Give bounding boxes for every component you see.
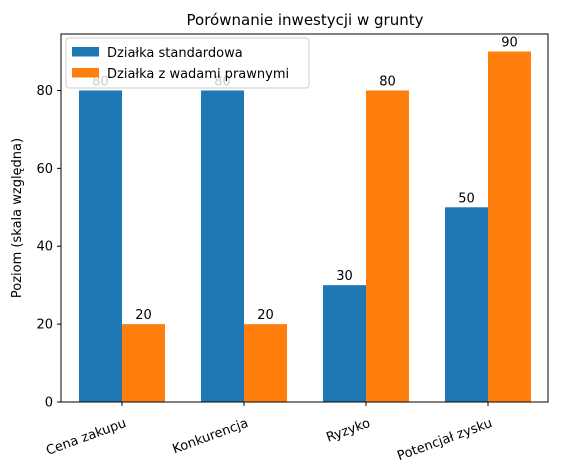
legend-label-1: Działka standardowa [107, 46, 243, 61]
bar-series-2-1 [244, 324, 287, 402]
plot-frame [60, 33, 549, 403]
y-tick-label: 0 [45, 396, 53, 411]
bar-series-1-3 [445, 207, 488, 402]
y-tick-label: 20 [36, 318, 53, 333]
y-axis: 0 20 40 60 80 [36, 84, 61, 411]
plot-area: 8080305020208090 [60, 33, 549, 403]
bar-series-2-2 [366, 90, 409, 402]
legend-label-2: Działka z wadami prawnymi [107, 67, 289, 82]
x-tick-label: Cena zakupu [44, 416, 128, 459]
data-label: 30 [336, 269, 353, 284]
bar-series-2-0 [122, 324, 165, 402]
y-tick-label: 40 [36, 240, 53, 255]
y-tick-label: 80 [36, 84, 53, 99]
chart-title: Porównanie inwestycji w grunty [187, 11, 424, 29]
legend-swatch-1 [72, 47, 99, 57]
bar-series-1-1 [201, 90, 244, 402]
bar-series-1-0 [79, 90, 122, 402]
data-label: 20 [135, 308, 152, 323]
x-tick-label: Potencjał zysku [395, 416, 494, 464]
data-label: 90 [501, 36, 518, 51]
legend: Działka standardowa Działka z wadami praw… [65, 37, 310, 89]
bar-series-2-3 [488, 51, 531, 403]
x-tick-label: Konkurencja [171, 416, 251, 457]
x-tick-label: Ryzyko [324, 416, 372, 446]
data-label: 20 [257, 308, 274, 323]
data-label: 50 [458, 191, 475, 206]
y-tick-label: 60 [36, 162, 53, 177]
x-axis: Cena zakupu Konkurencja Ryzyko Potencjał zy… [44, 402, 494, 464]
data-label: 80 [379, 74, 396, 89]
bar-series-1-2 [323, 285, 366, 402]
legend-box [65, 37, 310, 89]
legend-swatch-2 [72, 68, 99, 78]
y-axis-label: Poziom (skala względna) [10, 138, 25, 298]
